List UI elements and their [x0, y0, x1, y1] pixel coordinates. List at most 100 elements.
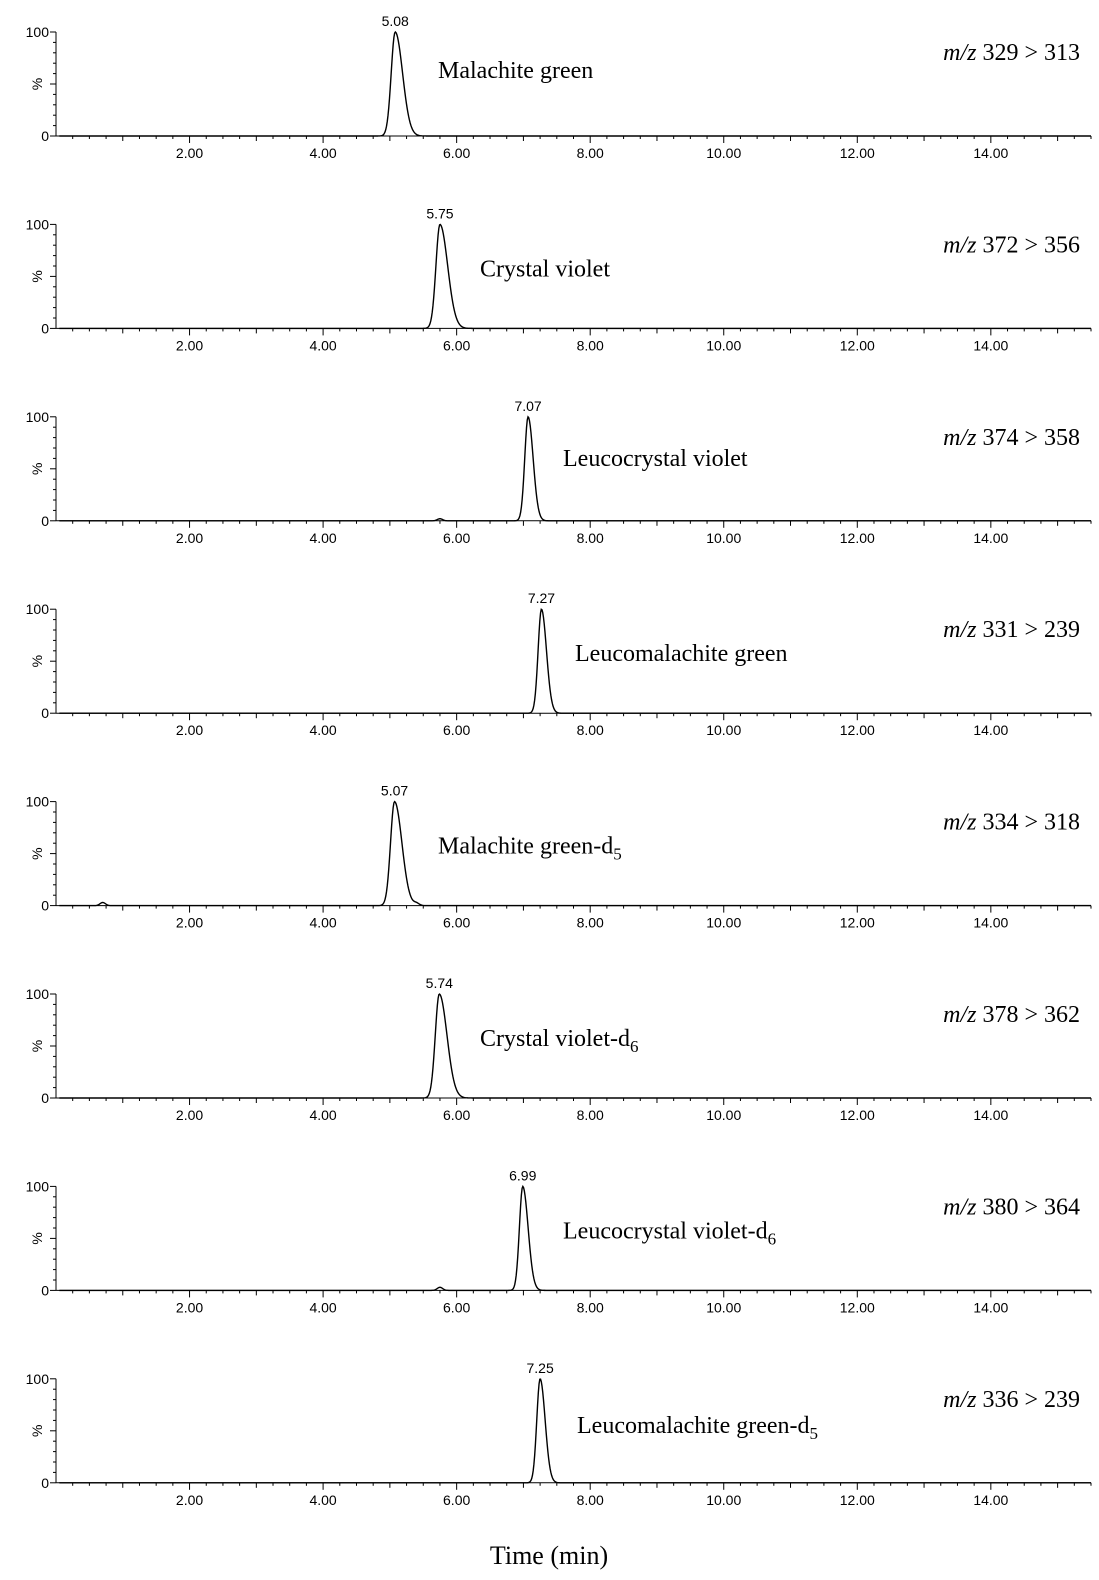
- compound-name: Leucomalachite green: [575, 641, 788, 667]
- mz-transition: 329 > 313: [982, 40, 1080, 66]
- y-axis-label: %: [29, 1040, 45, 1052]
- x-tick-label: 12.00: [840, 915, 875, 931]
- x-tick-label: 4.00: [309, 915, 336, 931]
- x-tick-label: 10.00: [706, 1299, 741, 1315]
- mz-transition-label: m/z 374 > 358: [943, 425, 1080, 451]
- x-tick-label: 14.00: [973, 1492, 1008, 1508]
- mz-transition-label: m/z 329 > 313: [943, 40, 1080, 66]
- y-tick-label-100: 100: [26, 1371, 50, 1387]
- compound-label: Leucocrystal violet: [563, 446, 748, 472]
- mz-transition-label: m/z 334 > 318: [943, 810, 1080, 836]
- mz-transition-label: m/z 336 > 239: [943, 1387, 1080, 1413]
- x-tick-label: 12.00: [840, 337, 875, 353]
- mz-transition-label: m/z 372 > 356: [943, 232, 1080, 258]
- x-tick-label: 14.00: [973, 915, 1008, 931]
- x-tick-label: 2.00: [176, 1299, 203, 1315]
- x-tick-label: 10.00: [706, 337, 741, 353]
- peak-retention-label: 5.74: [426, 975, 453, 991]
- x-tick-label: 14.00: [973, 1107, 1008, 1123]
- x-tick-label: 14.00: [973, 530, 1008, 546]
- mz-transition: 331 > 239: [982, 617, 1080, 643]
- mz-prefix: m/z: [943, 810, 977, 836]
- mz-transition-label: m/z 378 > 362: [943, 1002, 1080, 1028]
- compound-label: Leucocrystal violet-d6: [563, 1218, 776, 1248]
- x-tick-label: 12.00: [840, 1107, 875, 1123]
- chromatogram-trace: [59, 415, 1091, 522]
- x-tick-label: 12.00: [840, 1492, 875, 1508]
- compound-name: Leucomalachite green-d: [577, 1413, 810, 1439]
- x-tick-label: 2.00: [176, 145, 203, 161]
- mz-prefix: m/z: [943, 40, 977, 66]
- x-tick-label: 12.00: [840, 1299, 875, 1315]
- compound-subscript: 6: [768, 1229, 777, 1248]
- chromatogram-panel: 100 0% 2.00 4.00 6.00 8.00 10.00 12.00 14.00 5.74…: [26, 975, 1092, 1123]
- x-tick-label: 4.00: [309, 145, 336, 161]
- x-tick-label: 8.00: [577, 337, 604, 353]
- compound-label: Crystal violet-d6: [480, 1026, 638, 1056]
- x-tick-label: 4.00: [309, 1492, 336, 1508]
- compound-label: Crystal violet: [480, 256, 610, 282]
- chromatogram-trace: [59, 1378, 1091, 1484]
- mz-transition: 380 > 364: [982, 1194, 1080, 1220]
- compound-subscript: 5: [613, 845, 622, 864]
- x-tick-label: 10.00: [706, 530, 741, 546]
- y-axis-label: %: [29, 78, 45, 90]
- x-tick-label: 2.00: [176, 915, 203, 931]
- x-tick-label: 12.00: [840, 722, 875, 738]
- compound-label: Malachite green: [438, 58, 593, 84]
- chromatogram-panel: 100 0% 2.00 4.00 6.00 8.00 10.00 12.00 14.00 5.07…: [26, 783, 1092, 931]
- x-tick-label: 10.00: [706, 915, 741, 931]
- x-axis-title: Time (min): [490, 1541, 608, 1570]
- mz-transition: 336 > 239: [982, 1387, 1080, 1413]
- y-tick-label-0: 0: [41, 513, 49, 529]
- x-tick-label: 10.00: [706, 1492, 741, 1508]
- x-tick-label: 6.00: [443, 1107, 470, 1123]
- x-tick-label: 2.00: [176, 1107, 203, 1123]
- x-tick-label: 2.00: [176, 722, 203, 738]
- x-tick-label: 4.00: [309, 1107, 336, 1123]
- mz-prefix: m/z: [943, 617, 977, 643]
- compound-name: Malachite green: [438, 58, 593, 84]
- chromatogram-panel: 100 0% 2.00 4.00 6.00 8.00 10.00 12.00 14.00 6.99…: [26, 1167, 1092, 1315]
- x-tick-label: 2.00: [176, 1492, 203, 1508]
- x-tick-label: 8.00: [577, 1492, 604, 1508]
- x-tick-label: 6.00: [443, 530, 470, 546]
- x-tick-label: 14.00: [973, 145, 1008, 161]
- compound-name: Crystal violet: [480, 256, 610, 282]
- x-tick-label: 2.00: [176, 530, 203, 546]
- x-tick-label: 12.00: [840, 145, 875, 161]
- peak-retention-label: 5.08: [382, 13, 409, 29]
- chromatogram-trace: [59, 30, 1091, 137]
- mz-transition: 378 > 362: [982, 1002, 1080, 1028]
- mz-prefix: m/z: [943, 425, 977, 451]
- y-tick-label-100: 100: [26, 216, 50, 232]
- x-tick-label: 6.00: [443, 915, 470, 931]
- chromatogram-trace: [59, 223, 1091, 330]
- x-tick-label: 2.00: [176, 337, 203, 353]
- x-tick-label: 4.00: [309, 1299, 336, 1315]
- x-tick-label: 6.00: [443, 145, 470, 161]
- x-tick-label: 4.00: [309, 722, 336, 738]
- mz-prefix: m/z: [943, 1387, 977, 1413]
- y-axis-label: %: [29, 847, 45, 859]
- x-tick-label: 12.00: [840, 530, 875, 546]
- mz-prefix: m/z: [943, 1002, 977, 1028]
- compound-name: Crystal violet-d: [480, 1026, 630, 1052]
- y-tick-label-100: 100: [26, 601, 50, 617]
- x-tick-label: 4.00: [309, 337, 336, 353]
- compound-name: Leucocrystal violet-d: [563, 1218, 768, 1244]
- y-tick-label-0: 0: [41, 320, 49, 336]
- x-tick-label: 6.00: [443, 1492, 470, 1508]
- mz-transition-label: m/z 380 > 364: [943, 1194, 1080, 1220]
- x-tick-label: 6.00: [443, 337, 470, 353]
- compound-label: Leucomalachite green: [575, 641, 788, 667]
- y-axis-label: %: [29, 1425, 45, 1437]
- y-tick-label-100: 100: [26, 24, 50, 40]
- peak-retention-label: 7.25: [526, 1360, 553, 1376]
- mz-transition: 334 > 318: [982, 810, 1080, 836]
- compound-name: Leucocrystal violet: [563, 446, 748, 472]
- chromatogram-panel: 100 0% 2.00 4.00 6.00 8.00 10.00 12.00 14.00 7.25…: [26, 1360, 1092, 1508]
- x-tick-label: 8.00: [577, 915, 604, 931]
